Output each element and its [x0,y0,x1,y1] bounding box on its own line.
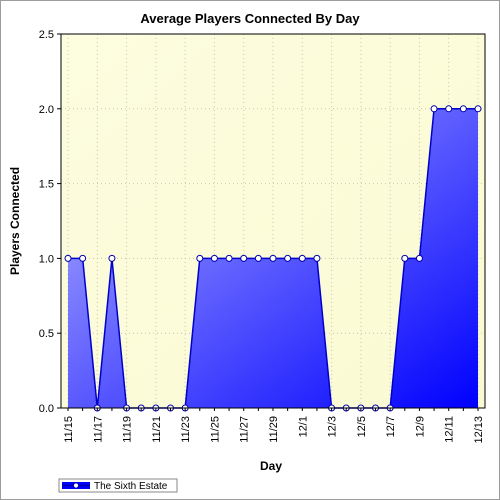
x-tick-label: 11/19 [122,416,134,443]
x-tick-label: 12/5 [356,416,368,437]
x-tick-label: 12/11 [444,416,456,443]
x-tick-label: 12/7 [385,416,397,437]
y-tick-label: 1.5 [39,179,54,191]
y-axis-title: Players Connected [8,167,22,275]
x-tick-label: 11/23 [180,416,192,443]
data-point [196,254,204,262]
x-tick-label: 12/3 [327,416,339,437]
x-tick-label: 11/17 [92,416,104,443]
data-point [284,254,292,262]
x-tick-label: 11/21 [151,416,163,443]
x-tick-label: 12/13 [473,416,485,444]
x-tick-label: 11/29 [268,416,280,443]
y-tick-label: 2.5 [39,29,54,41]
y-tick-label: 2.0 [39,104,54,116]
data-point [430,105,438,113]
data-point [269,254,277,262]
data-point [313,254,321,262]
chart-title: Average Players Connected By Day [140,11,360,26]
data-point [240,254,248,262]
legend-marker [72,482,80,489]
data-point [298,254,306,262]
data-point [64,254,72,262]
data-point [108,254,116,262]
x-tick-label: 12/9 [414,416,426,437]
data-point [225,254,233,262]
data-point [79,254,87,262]
axes [57,33,486,411]
x-tick-label: 11/27 [239,416,251,443]
x-tick-label: 11/15 [63,416,75,443]
y-tick-label: 0.0 [39,403,54,415]
x-axis-title: Day [260,459,282,473]
data-point [474,105,482,113]
data-point [210,254,218,262]
y-tick-labels: 0.0 0.5 1.0 1.5 2.0 2.5 [39,29,54,415]
x-tick-label: 11/25 [209,416,221,443]
data-point [445,105,453,113]
data-point [459,105,467,113]
data-point [401,254,409,262]
data-point [415,254,423,262]
legend: The Sixth Estate [58,478,178,493]
x-tick-label: 12/1 [297,416,309,437]
legend-label: The Sixth Estate [94,481,168,492]
data-point [254,254,262,262]
y-tick-label: 1.0 [39,253,54,265]
x-tick-labels: 11/15 11/17 11/19 11/21 11/23 11/25 11/27 11/29… [63,416,485,444]
y-tick-label: 0.5 [39,328,54,340]
